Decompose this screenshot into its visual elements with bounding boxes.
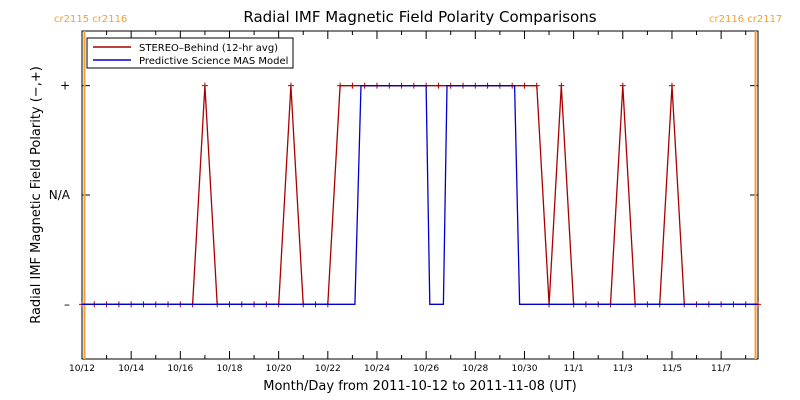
x-tick-label: 10/18 bbox=[217, 364, 243, 374]
carrington-label: cr2115 cr2116 bbox=[54, 14, 127, 25]
data-series bbox=[79, 82, 761, 308]
x-tick-label: 11/5 bbox=[662, 364, 682, 374]
legend-box bbox=[86, 37, 294, 69]
plot-frame bbox=[81, 30, 759, 360]
x-tick-label: 11/7 bbox=[711, 364, 731, 374]
stereo-data-point bbox=[521, 82, 528, 89]
y-tick-label: N/A bbox=[49, 188, 71, 202]
x-tick-label: 10/14 bbox=[118, 364, 144, 374]
stereo-data-point bbox=[533, 82, 540, 89]
stereo-data-point bbox=[287, 82, 294, 89]
x-tick-label: 10/30 bbox=[512, 364, 538, 374]
stereo-data-point bbox=[558, 82, 565, 89]
stereo-data-point bbox=[201, 82, 208, 89]
x-tick-label: 10/20 bbox=[266, 364, 292, 374]
y-tick-label: – bbox=[64, 297, 70, 311]
legend: STEREO–Behind (12-hr avg) Predictive Sci… bbox=[86, 37, 294, 69]
chart-title: Radial IMF Magnetic Field Polarity Compa… bbox=[243, 8, 596, 26]
x-axis-title: Month/Day from 2011-10-12 to 2011-11-08 … bbox=[263, 379, 576, 394]
stereo-data-point bbox=[435, 82, 442, 89]
x-tick-label: 10/28 bbox=[462, 364, 488, 374]
x-tick-label: 10/12 bbox=[69, 364, 95, 374]
stereo-data-point bbox=[668, 82, 675, 89]
x-tick-label: 10/26 bbox=[413, 364, 439, 374]
carrington-label: cr2116 cr2117 bbox=[709, 14, 782, 25]
x-tick-label: 10/16 bbox=[167, 364, 193, 374]
stereo-data-point bbox=[349, 82, 356, 89]
x-tick-label: 10/24 bbox=[364, 364, 390, 374]
y-tick-label: + bbox=[60, 79, 70, 93]
legend-label-mas-model: Predictive Science MAS Model bbox=[139, 56, 288, 67]
x-tick-label: 11/1 bbox=[564, 364, 584, 374]
series-line-mas-model bbox=[82, 85, 758, 305]
x-tick-label: 11/3 bbox=[613, 364, 633, 374]
series-line-stereo bbox=[82, 85, 758, 305]
stereo-data-point bbox=[337, 82, 344, 89]
legend-label-stereo: STEREO–Behind (12-hr avg) bbox=[139, 43, 278, 54]
x-tick-label: 10/22 bbox=[315, 364, 341, 374]
y-axis-title: Radial IMF Magnetic Field Polarity (−,+) bbox=[29, 66, 44, 324]
axis-ticks: 10/12 10/14 10/16 10/18 10/20 10/22 10/24 10/26… bbox=[49, 31, 758, 374]
stereo-data-point bbox=[619, 82, 626, 89]
